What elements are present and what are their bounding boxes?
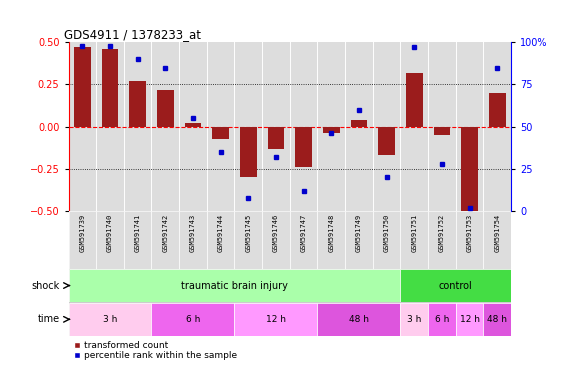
Bar [428, 211, 456, 269]
Text: GSM591746: GSM591746 [273, 214, 279, 252]
Text: traumatic brain injury: traumatic brain injury [181, 281, 288, 291]
Bar [102, 49, 118, 127]
Text: 3 h: 3 h [103, 315, 117, 324]
Text: GSM591747: GSM591747 [300, 214, 307, 252]
Text: GSM591752: GSM591752 [439, 214, 445, 252]
Bar [317, 211, 345, 269]
Bar [235, 303, 317, 336]
Bar [184, 123, 202, 127]
Bar [240, 127, 256, 177]
Text: 12 h: 12 h [266, 315, 286, 324]
Bar [373, 211, 400, 269]
Text: 3 h: 3 h [407, 315, 421, 324]
Text: 6 h: 6 h [186, 315, 200, 324]
Bar [69, 269, 400, 302]
Text: GSM591740: GSM591740 [107, 214, 113, 252]
Bar [351, 120, 367, 127]
Bar [456, 303, 484, 336]
Bar [290, 211, 317, 269]
Text: GSM591739: GSM591739 [79, 214, 85, 252]
Bar [262, 211, 290, 269]
Bar [456, 211, 484, 269]
Bar [295, 127, 312, 167]
Text: 48 h: 48 h [487, 315, 507, 324]
Bar [428, 303, 456, 336]
Bar [151, 303, 235, 336]
Text: GSM591744: GSM591744 [218, 214, 224, 252]
Text: 48 h: 48 h [349, 315, 369, 324]
Text: time: time [38, 314, 59, 324]
Bar [433, 127, 450, 135]
Text: GSM591749: GSM591749 [356, 214, 362, 252]
Bar [151, 211, 179, 269]
Bar [484, 211, 511, 269]
Bar [317, 303, 400, 336]
Text: GSM591743: GSM591743 [190, 214, 196, 252]
Bar [345, 211, 373, 269]
Bar [96, 211, 124, 269]
Bar [130, 81, 146, 127]
Bar [484, 303, 511, 336]
Bar [379, 127, 395, 156]
Bar [400, 269, 511, 302]
Text: GSM591742: GSM591742 [162, 214, 168, 252]
Text: GSM591745: GSM591745 [246, 214, 251, 252]
Bar [461, 127, 478, 211]
Bar [124, 211, 151, 269]
Bar [235, 211, 262, 269]
Bar [406, 73, 423, 127]
Bar [212, 127, 229, 139]
Bar [69, 303, 151, 336]
Bar [323, 127, 340, 134]
Text: GSM591753: GSM591753 [467, 214, 473, 252]
Bar [74, 47, 91, 127]
Bar [268, 127, 284, 149]
Text: shock: shock [31, 281, 59, 291]
Bar [179, 211, 207, 269]
Text: GDS4911 / 1378233_at: GDS4911 / 1378233_at [64, 28, 201, 41]
Bar [400, 211, 428, 269]
Text: 12 h: 12 h [460, 315, 480, 324]
Bar [207, 211, 235, 269]
Legend: transformed count, percentile rank within the sample: transformed count, percentile rank withi… [73, 341, 237, 360]
Bar [69, 211, 96, 269]
Bar [400, 303, 428, 336]
Text: GSM591748: GSM591748 [328, 214, 334, 252]
Text: 6 h: 6 h [435, 315, 449, 324]
Text: GSM591750: GSM591750 [384, 214, 389, 252]
Text: GSM591741: GSM591741 [135, 214, 140, 252]
Text: control: control [439, 281, 473, 291]
Text: GSM591754: GSM591754 [494, 214, 500, 252]
Bar [157, 89, 174, 127]
Text: GSM591751: GSM591751 [411, 214, 417, 252]
Bar [489, 93, 505, 127]
